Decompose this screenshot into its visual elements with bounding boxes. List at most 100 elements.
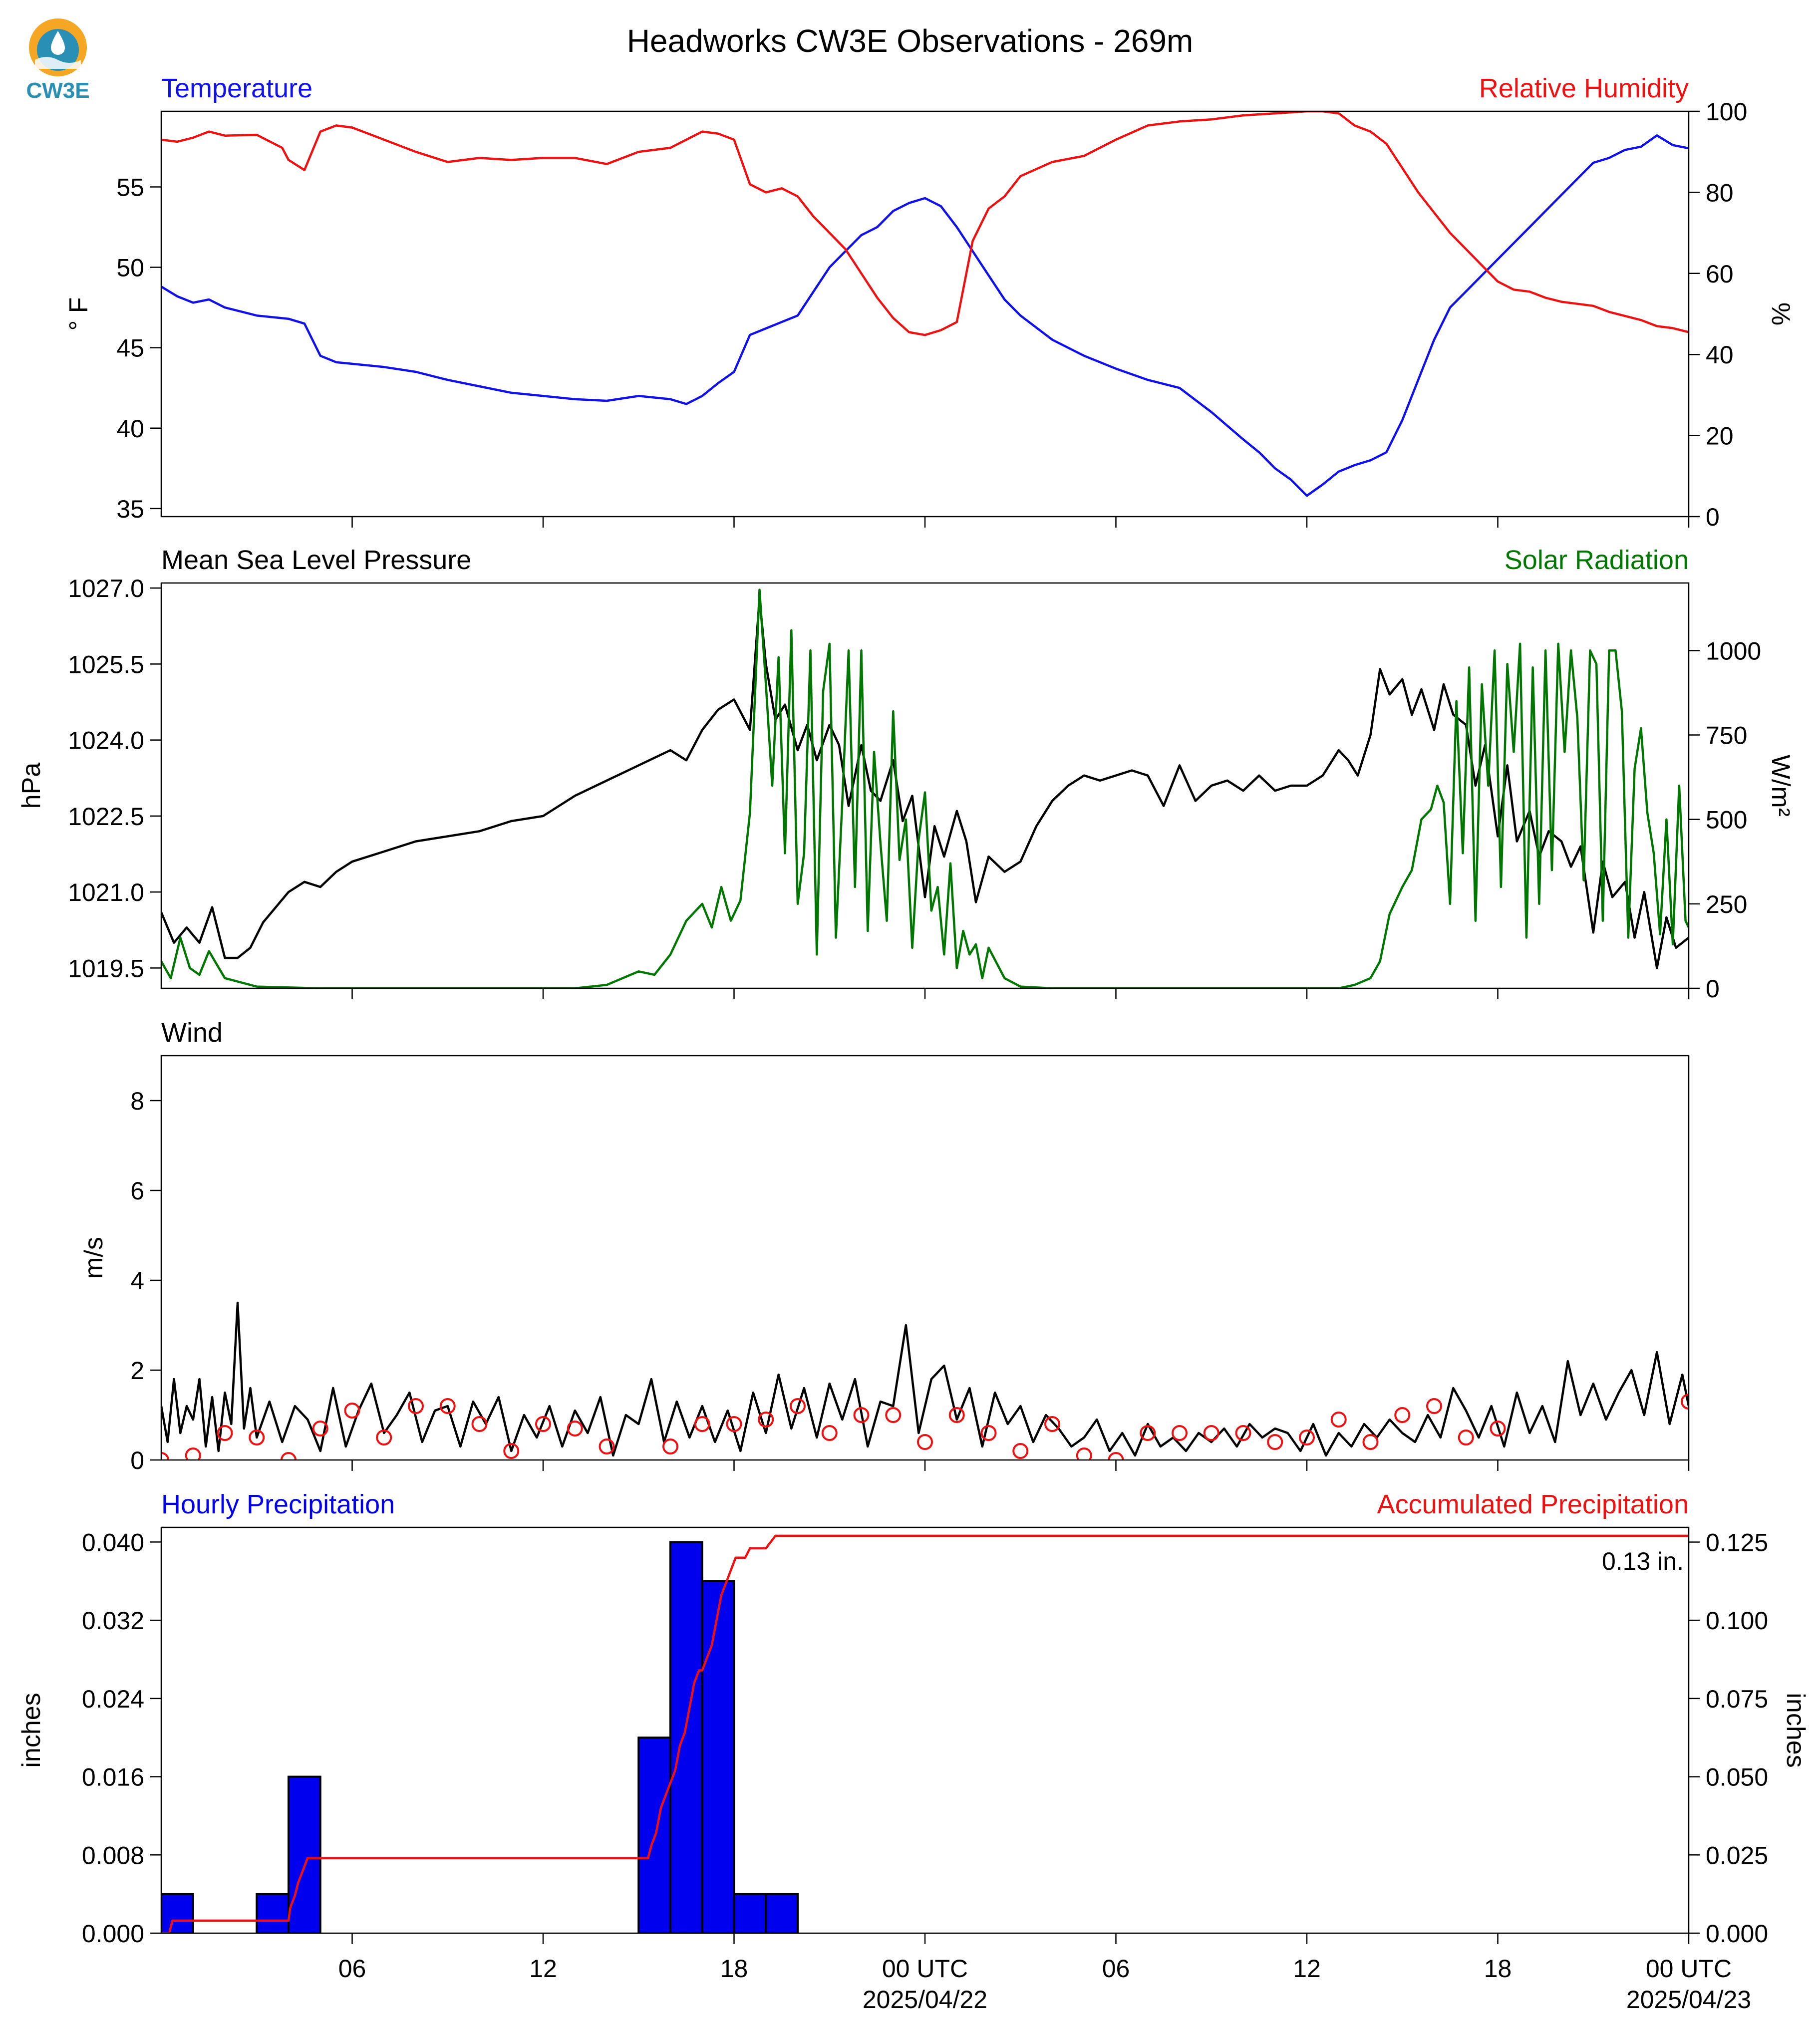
series-line-temperature	[161, 134, 1689, 497]
x-tick-label: 12	[1293, 1955, 1321, 1983]
y-tick-label-left: 0.008	[82, 1841, 144, 1869]
precip-bar	[161, 1893, 194, 1933]
panel-title-right: Relative Humidity	[1479, 73, 1689, 103]
y-tick-label-left: 1025.5	[68, 650, 144, 678]
y-tick-label-right: 100	[1706, 98, 1747, 126]
chart-panels: Temperature Relative Humidity 35 40 45 50 55 0 2…	[17, 73, 1810, 2014]
wind-calm-marker	[376, 1430, 392, 1446]
y-tick-label-right: 0.075	[1706, 1685, 1768, 1713]
wind-calm-marker	[853, 1407, 870, 1423]
wind-calm-marker	[217, 1425, 233, 1441]
y-axis-label-left: inches	[17, 1693, 46, 1767]
panel-data	[161, 1534, 1689, 1933]
y-tick-label-left: 35	[116, 495, 144, 523]
y-tick-label-left: 0.032	[82, 1607, 144, 1635]
y-tick-label-right: 0	[1706, 503, 1720, 531]
y-axis-label-left: hPa	[17, 763, 46, 809]
y-tick-label-left: 50	[116, 254, 144, 282]
y-axis-label-left: ° F	[64, 297, 93, 330]
y-tick-label-right: 20	[1706, 422, 1734, 450]
wind-calm-marker	[1012, 1443, 1029, 1459]
y-axis-label-right: %	[1766, 302, 1795, 325]
wind-calm-marker	[790, 1398, 806, 1414]
wind-calm-marker	[1490, 1421, 1506, 1437]
panel-wind: Wind 0 2 4 6 8 m/s	[79, 1018, 1690, 1474]
wind-calm-marker	[249, 1430, 265, 1446]
panel-title-left: Wind	[161, 1018, 223, 1048]
series-line-relative-humidity	[161, 111, 1689, 336]
y-tick-label-right: 250	[1706, 890, 1747, 918]
wind-calm-marker	[281, 1452, 297, 1460]
y-tick-label-left: 1022.5	[68, 803, 144, 831]
y-tick-label-left: 1021.0	[68, 878, 144, 906]
cw3e-logo: CW3E	[26, 18, 90, 103]
y-tick-label-left: 0.024	[82, 1685, 144, 1713]
wind-calm-marker	[1172, 1425, 1188, 1441]
panel-title-left: Hourly Precipitation	[161, 1489, 395, 1519]
y-tick-label-left: 1027.0	[68, 575, 144, 602]
y-tick-label-right: 0.050	[1706, 1763, 1768, 1791]
wind-calm-marker	[885, 1407, 902, 1423]
y-tick-label-left: 8	[130, 1087, 144, 1115]
wind-calm-marker	[1203, 1425, 1219, 1441]
panel-title-left: Temperature	[161, 73, 312, 103]
wind-calm-marker	[980, 1425, 997, 1441]
panel-title-left: Mean Sea Level Pressure	[161, 545, 471, 575]
wind-calm-marker	[185, 1448, 201, 1460]
x-tick-label: 00 UTC	[882, 1955, 968, 1983]
panel-pressure_solar: Mean Sea Level Pressure Solar Radiation 10…	[17, 545, 1795, 1003]
panel-precipitation: Hourly Precipitation Accumulated Precipit…	[17, 1489, 1810, 2014]
y-tick-label-right: 40	[1706, 341, 1734, 369]
panel-title-right: Accumulated Precipitation	[1377, 1489, 1689, 1519]
wind-calm-marker	[503, 1443, 520, 1459]
wind-calm-marker	[312, 1421, 328, 1437]
accumulated-total-annotation: 0.13 in.	[1602, 1547, 1684, 1575]
wind-calm-marker	[948, 1407, 965, 1423]
logo-text: CW3E	[26, 78, 89, 103]
y-tick-label-right: 1000	[1706, 637, 1761, 665]
y-tick-label-left: 55	[116, 173, 144, 201]
y-axis-label-right: W/m²	[1766, 755, 1795, 817]
y-tick-label-left: 4	[130, 1267, 144, 1295]
precip-bar	[288, 1775, 321, 1933]
wind-calm-marker	[1044, 1416, 1060, 1432]
wind-calm-marker	[471, 1416, 488, 1432]
x-tick-label: 12	[529, 1955, 557, 1983]
y-tick-label-left: 1019.5	[68, 954, 144, 982]
precip-bar	[701, 1580, 735, 1933]
y-tick-label-right: 750	[1706, 722, 1747, 750]
wind-calm-marker	[917, 1434, 933, 1450]
y-axis-label-left: m/s	[79, 1237, 108, 1279]
y-tick-label-left: 0.016	[82, 1763, 144, 1791]
wind-calm-marker	[1235, 1425, 1251, 1441]
wind-calm-marker	[1362, 1434, 1379, 1450]
x-date-label: 2025/04/23	[1626, 1986, 1751, 2014]
wind-calm-marker	[599, 1439, 615, 1454]
panel-frame	[160, 110, 1690, 518]
wind-calm-marker	[1681, 1394, 1689, 1410]
y-tick-label-left: 6	[130, 1177, 144, 1205]
series-line-wind	[161, 1301, 1689, 1457]
wind-calm-marker	[758, 1412, 774, 1428]
wind-calm-marker	[408, 1398, 424, 1414]
y-tick-label-left: 45	[116, 334, 144, 362]
y-tick-label-right: 60	[1706, 260, 1734, 288]
y-tick-label-left: 40	[116, 415, 144, 443]
panel-temperature_humidity: Temperature Relative Humidity 35 40 45 50 55 0 2…	[64, 73, 1795, 531]
y-tick-label-right: 0.125	[1706, 1528, 1768, 1556]
y-tick-label-right: 0.000	[1706, 1920, 1768, 1948]
y-tick-label-left: 0.000	[82, 1920, 144, 1948]
wind-calm-marker	[344, 1403, 360, 1419]
wind-calm-marker	[1267, 1434, 1283, 1450]
panel-title-right: Solar Radiation	[1505, 545, 1689, 575]
wind-calm-marker	[821, 1425, 838, 1441]
y-tick-label-left: 2	[130, 1357, 144, 1385]
x-date-label: 2025/04/22	[863, 1986, 987, 2014]
wind-calm-marker	[662, 1439, 678, 1454]
wind-calm-marker	[694, 1416, 710, 1432]
y-tick-label-right: 0.100	[1706, 1607, 1768, 1635]
logo-droplet-icon	[51, 31, 65, 55]
y-tick-label-left: 1024.0	[68, 727, 144, 755]
x-tick-label: 00 UTC	[1646, 1955, 1732, 1983]
